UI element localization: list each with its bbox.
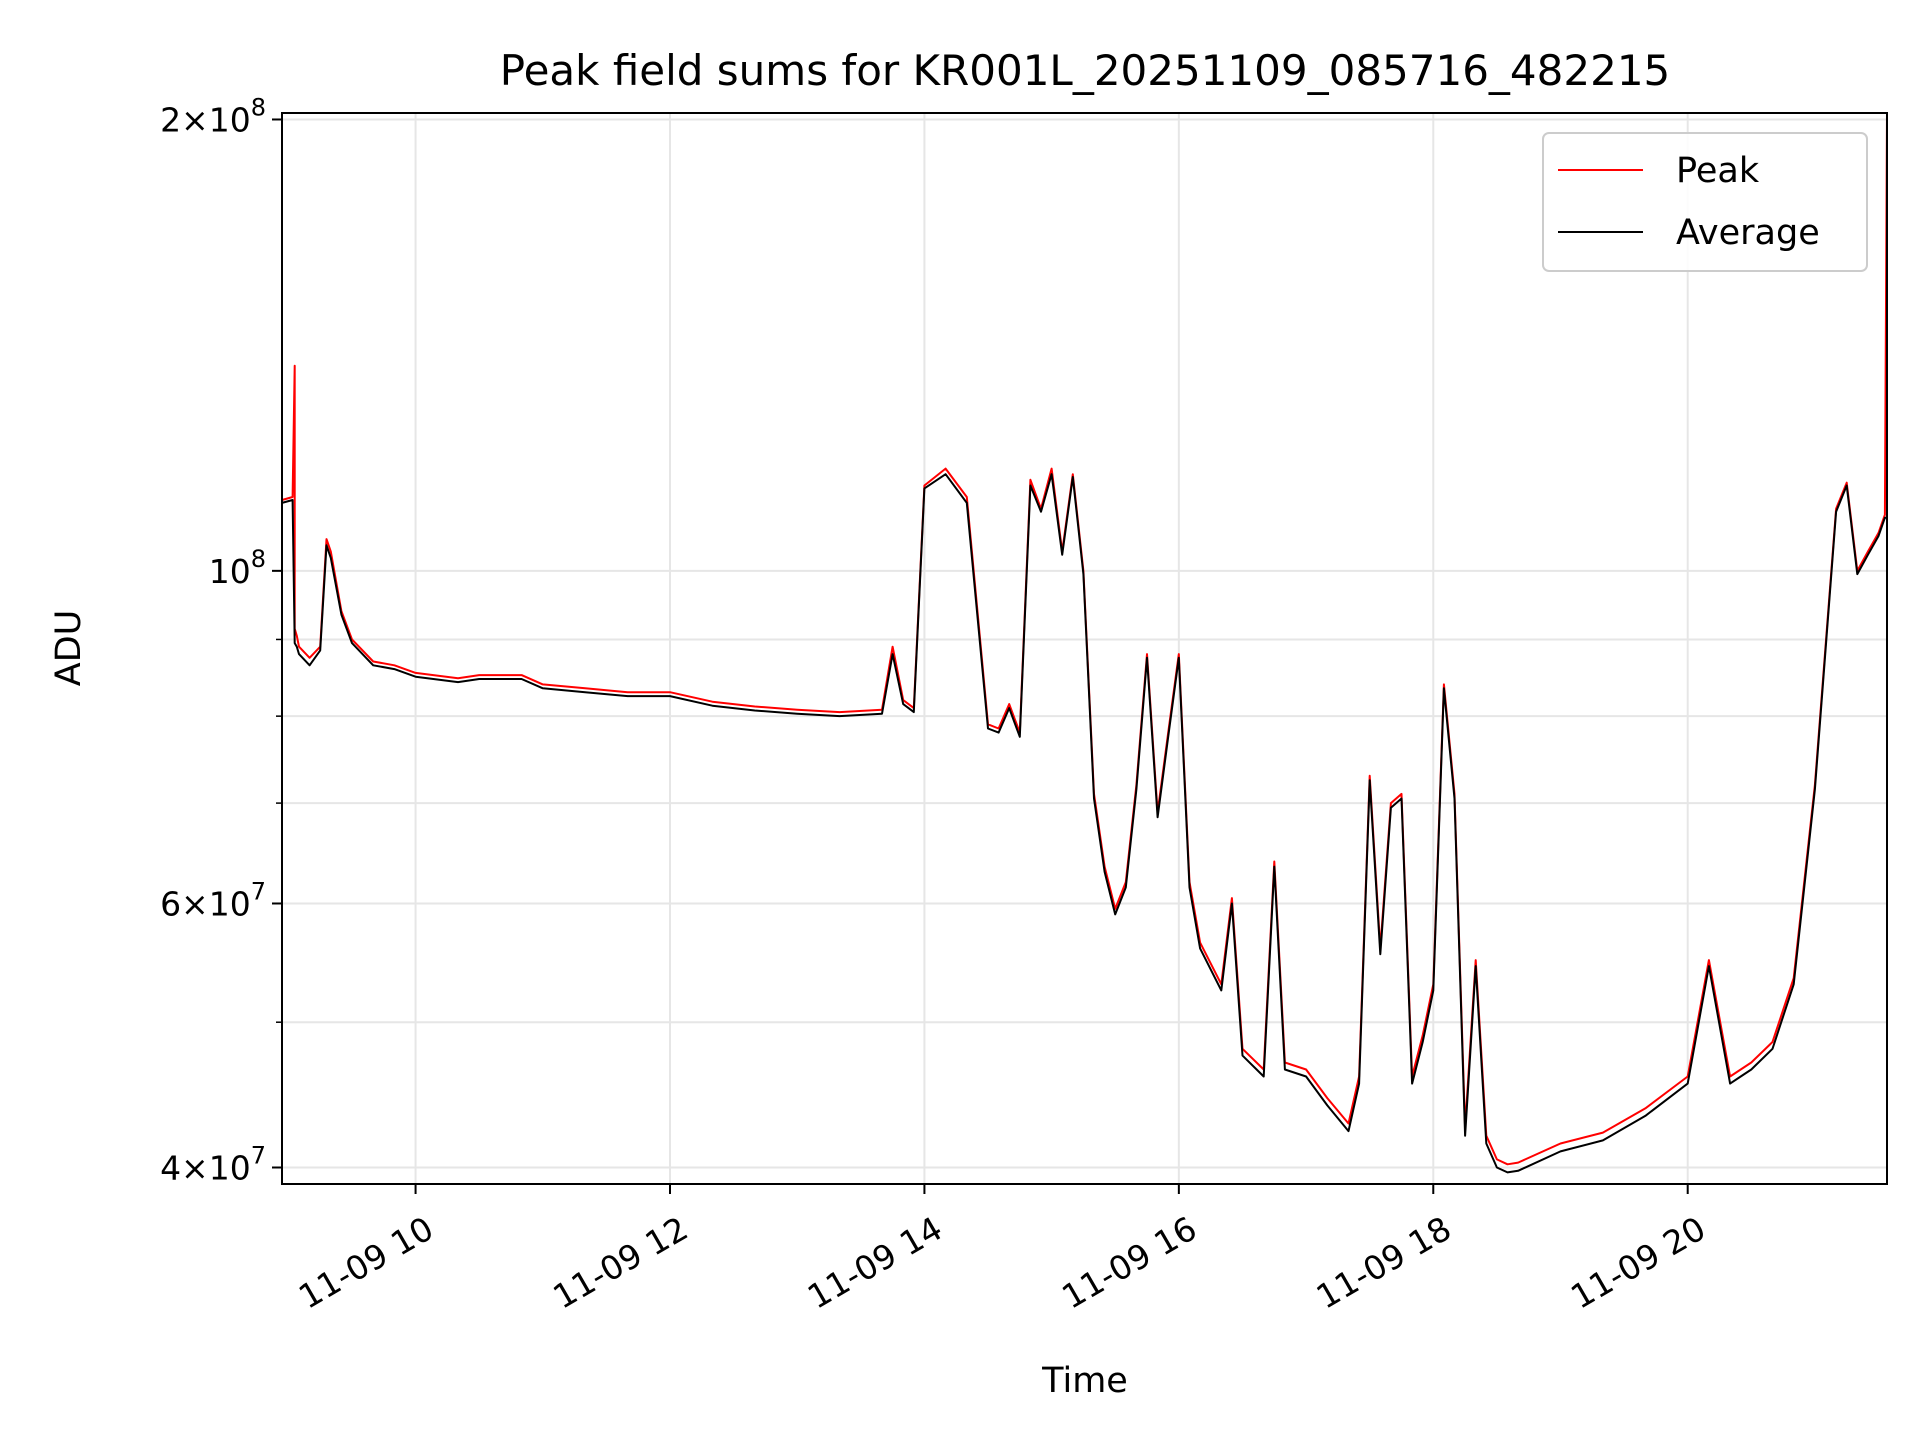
y-axis-title: ADU <box>49 610 89 687</box>
series-line-average <box>281 473 1887 1174</box>
y-axis: 4×107 6×107 108 2×108 <box>160 93 282 1188</box>
x-axis-title: Time <box>1041 1361 1128 1401</box>
y-tick-label: 6×107 <box>160 877 266 923</box>
chart-title: Peak field sums for KR001L_20251109_0857… <box>500 46 1671 95</box>
y-tick-label: 108 <box>209 545 266 591</box>
series-layer <box>281 112 1888 1174</box>
legend: Peak Average <box>1542 132 1868 272</box>
legend-box <box>1542 132 1868 272</box>
legend-label-peak: Peak <box>1676 151 1760 191</box>
y-tick-label: 2×108 <box>160 93 266 139</box>
y-tick-label: 4×107 <box>160 1142 266 1188</box>
legend-label-average: Average <box>1676 213 1820 253</box>
series-line-peak <box>281 112 1888 1166</box>
plot-frame <box>281 112 1888 1185</box>
grid <box>282 113 1887 1184</box>
